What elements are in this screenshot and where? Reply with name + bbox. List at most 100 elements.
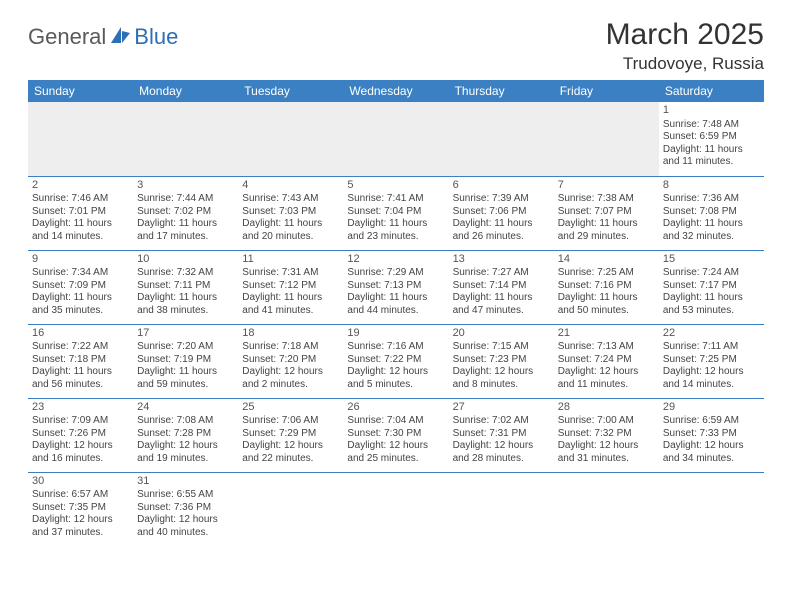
day-number: 9 [32,253,129,267]
daylight-text: Daylight: 12 hours and 22 minutes. [242,440,339,465]
calendar-cell: 18Sunrise: 7:18 AMSunset: 7:20 PMDayligh… [238,324,343,398]
calendar-cell [343,102,448,176]
sunset-text: Sunset: 7:04 PM [347,206,444,219]
daylight-text: Daylight: 11 hours and 32 minutes. [663,218,760,243]
sunrise-text: Sunrise: 7:43 AM [242,193,339,206]
calendar-table: Sunday Monday Tuesday Wednesday Thursday… [28,80,764,546]
calendar-cell [238,102,343,176]
day-number: 5 [347,179,444,193]
daylight-text: Daylight: 12 hours and 34 minutes. [663,440,760,465]
sunrise-text: Sunrise: 7:41 AM [347,193,444,206]
sunset-text: Sunset: 7:20 PM [242,354,339,367]
sunrise-text: Sunrise: 7:02 AM [453,415,550,428]
sunset-text: Sunset: 7:22 PM [347,354,444,367]
logo-text-general: General [28,24,106,50]
sunrise-text: Sunrise: 7:32 AM [137,267,234,280]
calendar-cell: 26Sunrise: 7:04 AMSunset: 7:30 PMDayligh… [343,398,448,472]
sunrise-text: Sunrise: 7:27 AM [453,267,550,280]
sunrise-text: Sunrise: 6:59 AM [663,415,760,428]
daylight-text: Daylight: 11 hours and 44 minutes. [347,292,444,317]
calendar-cell: 11Sunrise: 7:31 AMSunset: 7:12 PMDayligh… [238,250,343,324]
calendar-body: 1Sunrise: 7:48 AMSunset: 6:59 PMDaylight… [28,102,764,546]
sunrise-text: Sunrise: 7:06 AM [242,415,339,428]
sunrise-text: Sunrise: 7:46 AM [32,193,129,206]
calendar-cell: 12Sunrise: 7:29 AMSunset: 7:13 PMDayligh… [343,250,448,324]
sunset-text: Sunset: 7:33 PM [663,428,760,441]
daylight-text: Daylight: 11 hours and 26 minutes. [453,218,550,243]
daylight-text: Daylight: 11 hours and 38 minutes. [137,292,234,317]
calendar-cell: 10Sunrise: 7:32 AMSunset: 7:11 PMDayligh… [133,250,238,324]
weekday-header: Monday [133,80,238,102]
sunrise-text: Sunrise: 7:08 AM [137,415,234,428]
day-number: 26 [347,401,444,415]
sunrise-text: Sunrise: 7:38 AM [558,193,655,206]
daylight-text: Daylight: 11 hours and 35 minutes. [32,292,129,317]
daylight-text: Daylight: 12 hours and 25 minutes. [347,440,444,465]
calendar-cell: 23Sunrise: 7:09 AMSunset: 7:26 PMDayligh… [28,398,133,472]
sunrise-text: Sunrise: 7:16 AM [347,341,444,354]
daylight-text: Daylight: 11 hours and 29 minutes. [558,218,655,243]
daylight-text: Daylight: 11 hours and 23 minutes. [347,218,444,243]
daylight-text: Daylight: 11 hours and 50 minutes. [558,292,655,317]
location-label: Trudovoye, Russia [606,54,764,74]
sunset-text: Sunset: 7:36 PM [137,502,234,515]
sunrise-text: Sunrise: 7:18 AM [242,341,339,354]
day-number: 3 [137,179,234,193]
day-number: 30 [32,475,129,489]
calendar-cell: 6Sunrise: 7:39 AMSunset: 7:06 PMDaylight… [449,176,554,250]
weekday-header: Thursday [449,80,554,102]
daylight-text: Daylight: 12 hours and 8 minutes. [453,366,550,391]
calendar-cell: 3Sunrise: 7:44 AMSunset: 7:02 PMDaylight… [133,176,238,250]
sunset-text: Sunset: 7:11 PM [137,280,234,293]
sunset-text: Sunset: 7:09 PM [32,280,129,293]
calendar-cell: 13Sunrise: 7:27 AMSunset: 7:14 PMDayligh… [449,250,554,324]
sunset-text: Sunset: 7:29 PM [242,428,339,441]
calendar-cell [28,102,133,176]
daylight-text: Daylight: 11 hours and 41 minutes. [242,292,339,317]
day-number: 7 [558,179,655,193]
day-number: 6 [453,179,550,193]
day-number: 2 [32,179,129,193]
sunset-text: Sunset: 7:28 PM [137,428,234,441]
day-number: 21 [558,327,655,341]
calendar-cell [238,472,343,546]
day-number: 15 [663,253,760,267]
calendar-row: 1Sunrise: 7:48 AMSunset: 6:59 PMDaylight… [28,102,764,176]
weekday-header: Saturday [659,80,764,102]
daylight-text: Daylight: 11 hours and 17 minutes. [137,218,234,243]
sunrise-text: Sunrise: 7:36 AM [663,193,760,206]
daylight-text: Daylight: 11 hours and 53 minutes. [663,292,760,317]
daylight-text: Daylight: 12 hours and 2 minutes. [242,366,339,391]
calendar-cell: 17Sunrise: 7:20 AMSunset: 7:19 PMDayligh… [133,324,238,398]
calendar-cell [343,472,448,546]
sunrise-text: Sunrise: 7:00 AM [558,415,655,428]
daylight-text: Daylight: 12 hours and 40 minutes. [137,514,234,539]
calendar-cell: 15Sunrise: 7:24 AMSunset: 7:17 PMDayligh… [659,250,764,324]
day-number: 28 [558,401,655,415]
day-number: 24 [137,401,234,415]
day-number: 13 [453,253,550,267]
sunrise-text: Sunrise: 7:44 AM [137,193,234,206]
sunset-text: Sunset: 7:18 PM [32,354,129,367]
calendar-cell: 22Sunrise: 7:11 AMSunset: 7:25 PMDayligh… [659,324,764,398]
sunrise-text: Sunrise: 7:22 AM [32,341,129,354]
calendar-cell: 8Sunrise: 7:36 AMSunset: 7:08 PMDaylight… [659,176,764,250]
daylight-text: Daylight: 12 hours and 16 minutes. [32,440,129,465]
sail-icon [108,25,132,50]
sunrise-text: Sunrise: 7:24 AM [663,267,760,280]
page-title: March 2025 [606,18,764,52]
daylight-text: Daylight: 12 hours and 37 minutes. [32,514,129,539]
calendar-cell: 30Sunrise: 6:57 AMSunset: 7:35 PMDayligh… [28,472,133,546]
sunrise-text: Sunrise: 7:13 AM [558,341,655,354]
calendar-cell: 16Sunrise: 7:22 AMSunset: 7:18 PMDayligh… [28,324,133,398]
sunrise-text: Sunrise: 7:34 AM [32,267,129,280]
sunrise-text: Sunrise: 7:31 AM [242,267,339,280]
day-number: 31 [137,475,234,489]
weekday-header: Wednesday [343,80,448,102]
calendar-row: 23Sunrise: 7:09 AMSunset: 7:26 PMDayligh… [28,398,764,472]
sunset-text: Sunset: 7:12 PM [242,280,339,293]
calendar-cell: 20Sunrise: 7:15 AMSunset: 7:23 PMDayligh… [449,324,554,398]
daylight-text: Daylight: 12 hours and 31 minutes. [558,440,655,465]
sunset-text: Sunset: 7:13 PM [347,280,444,293]
daylight-text: Daylight: 11 hours and 20 minutes. [242,218,339,243]
